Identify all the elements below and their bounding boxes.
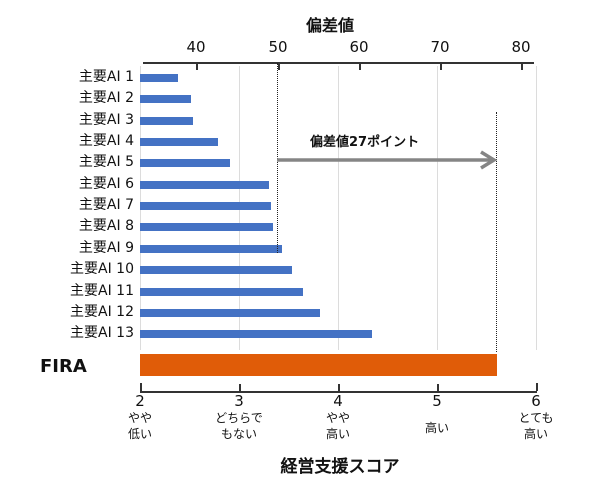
bottom-axis-tick-label: 6 xyxy=(531,392,541,410)
bottom-axis-tick-description: どちらで もない xyxy=(204,410,274,442)
bar xyxy=(140,74,178,82)
arrow-right-icon xyxy=(277,150,498,170)
bottom-axis-tick-label: 2 xyxy=(135,392,145,410)
top-axis-tick-label: 60 xyxy=(349,38,369,56)
description-line: 高い xyxy=(424,421,449,435)
row-label: 主要AI 10 xyxy=(70,261,134,278)
bottom-axis-tick-description: とても 高い xyxy=(501,410,571,442)
row-label: 主要AI 1 xyxy=(78,69,134,85)
bottom-axis-tick-label: 4 xyxy=(333,392,343,410)
bar xyxy=(140,244,282,253)
gridline xyxy=(338,66,339,350)
row-label: 主要AI 12 xyxy=(70,303,134,320)
top-axis-tick-label: 70 xyxy=(430,38,450,56)
bottom-axis-tick-label: 3 xyxy=(234,392,244,410)
row-label: 主要AI 4 xyxy=(78,133,134,150)
bar xyxy=(140,266,293,275)
bar xyxy=(140,330,372,339)
top-axis-tick xyxy=(521,62,523,70)
top-axis-tick xyxy=(278,62,280,70)
description-line: とても xyxy=(518,411,554,425)
bottom-axis-tick xyxy=(338,384,340,392)
description-line: 高い xyxy=(523,427,548,441)
bottom-axis-tick xyxy=(536,383,538,391)
bottom-axis-tick xyxy=(140,383,142,391)
row-label: 主要AI 7 xyxy=(78,197,134,214)
top-axis-title: 偏差値 xyxy=(305,16,354,35)
bar xyxy=(140,180,269,189)
row-label: 主要AI 8 xyxy=(78,218,134,235)
row-label: 主要AI 3 xyxy=(78,111,134,128)
bottom-axis-tick-description: やや 高い xyxy=(303,410,373,442)
reference-line-50 xyxy=(277,63,278,253)
row-label: 主要AI 9 xyxy=(78,239,134,256)
bottom-axis-tick xyxy=(239,384,241,392)
top-axis-tick xyxy=(196,62,198,70)
bar xyxy=(140,116,194,125)
bar xyxy=(140,95,192,104)
row-label: 主要AI 2 xyxy=(78,90,134,107)
top-axis-tick-label: 40 xyxy=(186,38,206,56)
arrow-annotation-label: 偏差値27ポイント xyxy=(310,135,420,150)
row-label: 主要AI 13 xyxy=(70,325,134,342)
description-line: もない xyxy=(220,427,257,441)
bar xyxy=(140,202,271,211)
gridline xyxy=(536,66,537,350)
top-axis-tick xyxy=(359,62,361,70)
bottom-axis-tick xyxy=(437,384,439,392)
bar xyxy=(140,138,219,147)
gridline xyxy=(437,66,438,350)
top-axis-tick xyxy=(440,62,442,70)
top-axis-tick-label: 80 xyxy=(511,38,531,56)
description-line: 高い xyxy=(325,427,350,441)
bar xyxy=(140,223,273,232)
fira-label: FIRA xyxy=(40,356,87,377)
bar xyxy=(140,308,321,317)
description-line: やや xyxy=(325,411,350,425)
row-label: 主要AI 5 xyxy=(78,154,134,171)
description-line: やや xyxy=(127,411,152,425)
row-label: 主要AI 11 xyxy=(70,282,134,299)
bottom-axis-tick-label: 5 xyxy=(432,392,442,410)
bar xyxy=(140,287,304,296)
row-label: 主要AI 6 xyxy=(78,175,134,192)
bar xyxy=(140,159,231,168)
fira-bar xyxy=(140,354,498,376)
reference-line-fira xyxy=(496,112,497,352)
description-line: 低い xyxy=(127,427,152,441)
bottom-axis-title: 経営支援スコア xyxy=(280,457,400,477)
description-line: どちらで xyxy=(215,411,263,425)
top-axis-tick-label: 50 xyxy=(268,38,288,56)
top-axis-line xyxy=(143,62,534,64)
bottom-axis-tick-description: 高い xyxy=(402,420,472,436)
bottom-axis-tick-description: やや 低い xyxy=(105,410,175,442)
